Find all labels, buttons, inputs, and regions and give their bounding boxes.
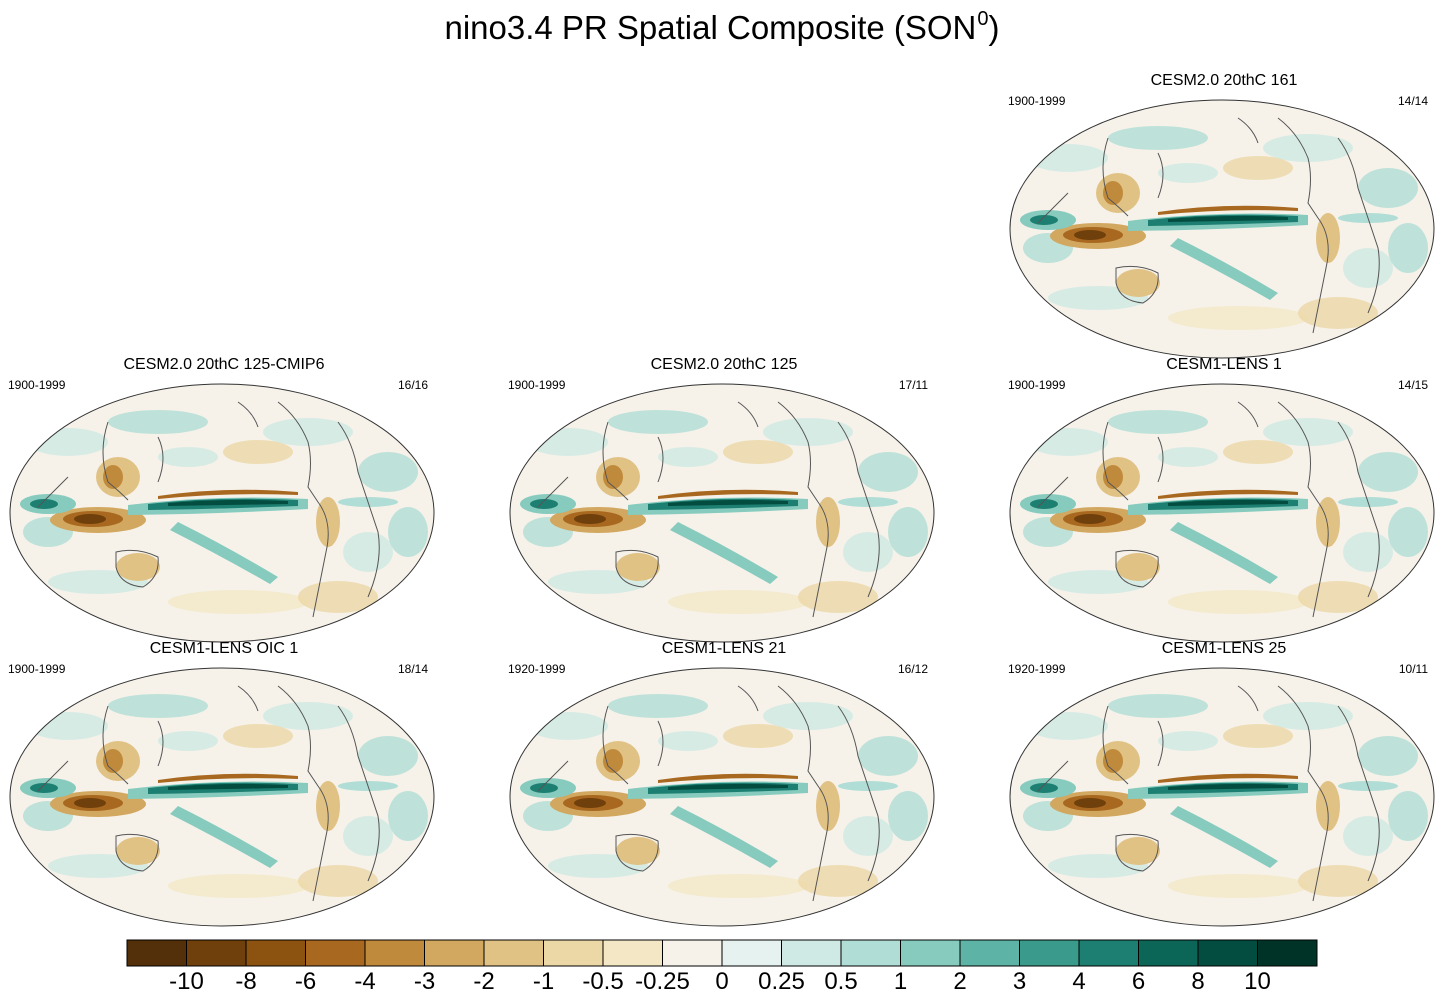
colorbar-swatch [543, 939, 604, 967]
colorbar-swatch [1197, 939, 1258, 967]
colorbar-tick-label: -0.25 [635, 968, 690, 995]
colorbar [126, 939, 1318, 967]
panel-count: 14/14 [1397, 94, 1428, 108]
colorbar-swatch [840, 939, 901, 967]
world-map [1009, 667, 1435, 927]
panel-years: 1900-1999 [508, 378, 566, 392]
panel-count: 10/11 [1398, 662, 1428, 676]
colorbar-swatch [1019, 939, 1080, 967]
colorbar-tick-label: 3 [1012, 968, 1027, 995]
panel-years: 1900-1999 [1008, 94, 1066, 108]
colorbar-swatch [662, 939, 723, 967]
panel-count: 18/14 [397, 662, 428, 676]
colorbar-swatch [781, 939, 842, 967]
map-panel: CESM2.0 20thC 125 1900-1999 17/11 [508, 356, 940, 643]
colorbar-swatch [186, 939, 247, 967]
colorbar-swatch [364, 939, 425, 967]
world-map [1009, 99, 1435, 359]
map-panel: CESM1-LENS 1 1900-1999 14/15 [1008, 356, 1440, 643]
colorbar-swatch [126, 939, 187, 967]
colorbar-swatch [602, 939, 663, 967]
panel-years: 1900-1999 [1008, 378, 1066, 392]
map-outline [1009, 383, 1435, 643]
world-map [509, 667, 935, 927]
panel-count: 14/15 [1397, 378, 1428, 392]
map-outline [1009, 99, 1435, 359]
colorbar-tick-label: -8 [235, 968, 257, 995]
panel-title: CESM2.0 20thC 125-CMIP6 [123, 356, 325, 373]
map-outline [9, 383, 435, 643]
map-outline [9, 667, 435, 927]
colorbar-tick-label: 0 [715, 968, 729, 995]
colorbar-tick-label: 1 [893, 968, 908, 995]
world-map [9, 383, 435, 643]
colorbar-tick-label: 6 [1131, 968, 1146, 995]
colorbar-swatch [1257, 939, 1318, 967]
colorbar-tick-label: -2 [473, 968, 495, 995]
colorbar-tick-label: -3 [413, 968, 436, 995]
colorbar-tick-label: -6 [294, 968, 317, 995]
colorbar-swatch [305, 939, 366, 967]
panel-count: 17/11 [898, 378, 928, 392]
panel-years: 1900-1999 [8, 662, 66, 676]
colorbar-tick-label: 10 [1244, 968, 1271, 995]
panel-title: CESM1-LENS 25 [1161, 640, 1287, 657]
colorbar-tick-label: -1 [532, 968, 555, 995]
map-panel: CESM1-LENS 25 1920-1999 10/11 [1008, 640, 1440, 927]
colorbar-tick-label: 0.25 [758, 968, 805, 995]
map-outline [1009, 667, 1435, 927]
map-panel: CESM2.0 20thC 161 1900-1999 14/14 [1008, 72, 1440, 359]
colorbar-swatch [1138, 939, 1199, 967]
panel-count: 16/12 [897, 662, 928, 676]
map-panel: CESM1-LENS 21 1920-1999 16/12 [508, 640, 940, 927]
colorbar-swatch [900, 939, 961, 967]
panel-years: 1900-1999 [8, 378, 66, 392]
colorbar-tick-label: 2 [953, 968, 967, 995]
colorbar-tick-label: -10 [169, 968, 204, 995]
page-title: nino3.4 PR Spatial Composite (SON0) [444, 8, 1000, 46]
panel-title: CESM2.0 20thC 161 [1150, 72, 1298, 89]
colorbar-tick-label: -4 [354, 968, 376, 995]
world-map [509, 383, 935, 643]
map-panel: CESM2.0 20thC 125-CMIP6 1900-1999 16/16 [8, 356, 440, 643]
colorbar-swatch [245, 939, 306, 967]
colorbar-swatch [721, 939, 782, 967]
panel-title: CESM1-LENS OIC 1 [149, 640, 299, 657]
panel-count: 16/16 [397, 378, 428, 392]
panel-years: 1920-1999 [1008, 662, 1066, 676]
colorbar-swatch [483, 939, 544, 967]
world-map [1009, 383, 1435, 643]
colorbar-swatch [424, 939, 485, 967]
panel-title: CESM1-LENS 1 [1166, 356, 1282, 373]
map-outline [509, 667, 935, 927]
panel-years: 1920-1999 [508, 662, 566, 676]
map-panel: CESM1-LENS OIC 1 1900-1999 18/14 [8, 640, 440, 927]
colorbar-swatch [1078, 939, 1139, 967]
map-outline [509, 383, 935, 643]
colorbar-tick-label: 0.5 [824, 968, 858, 995]
colorbar-tick-label: -0.5 [582, 968, 624, 995]
colorbar-swatch [959, 939, 1020, 967]
world-map [9, 667, 435, 927]
colorbar-tick-label: 8 [1191, 968, 1205, 995]
panel-title: CESM2.0 20thC 125 [650, 356, 798, 373]
colorbar-tick-label: 4 [1072, 968, 1086, 995]
panel-title: CESM1-LENS 21 [661, 640, 787, 657]
